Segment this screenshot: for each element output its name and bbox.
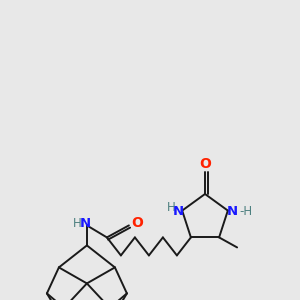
Text: H: H xyxy=(167,201,176,214)
Text: N: N xyxy=(226,205,237,218)
Text: N: N xyxy=(79,217,91,230)
Text: H: H xyxy=(73,217,81,230)
Text: O: O xyxy=(131,216,143,230)
Text: -H: -H xyxy=(240,205,253,218)
Text: N: N xyxy=(172,205,184,218)
Text: O: O xyxy=(199,157,211,171)
